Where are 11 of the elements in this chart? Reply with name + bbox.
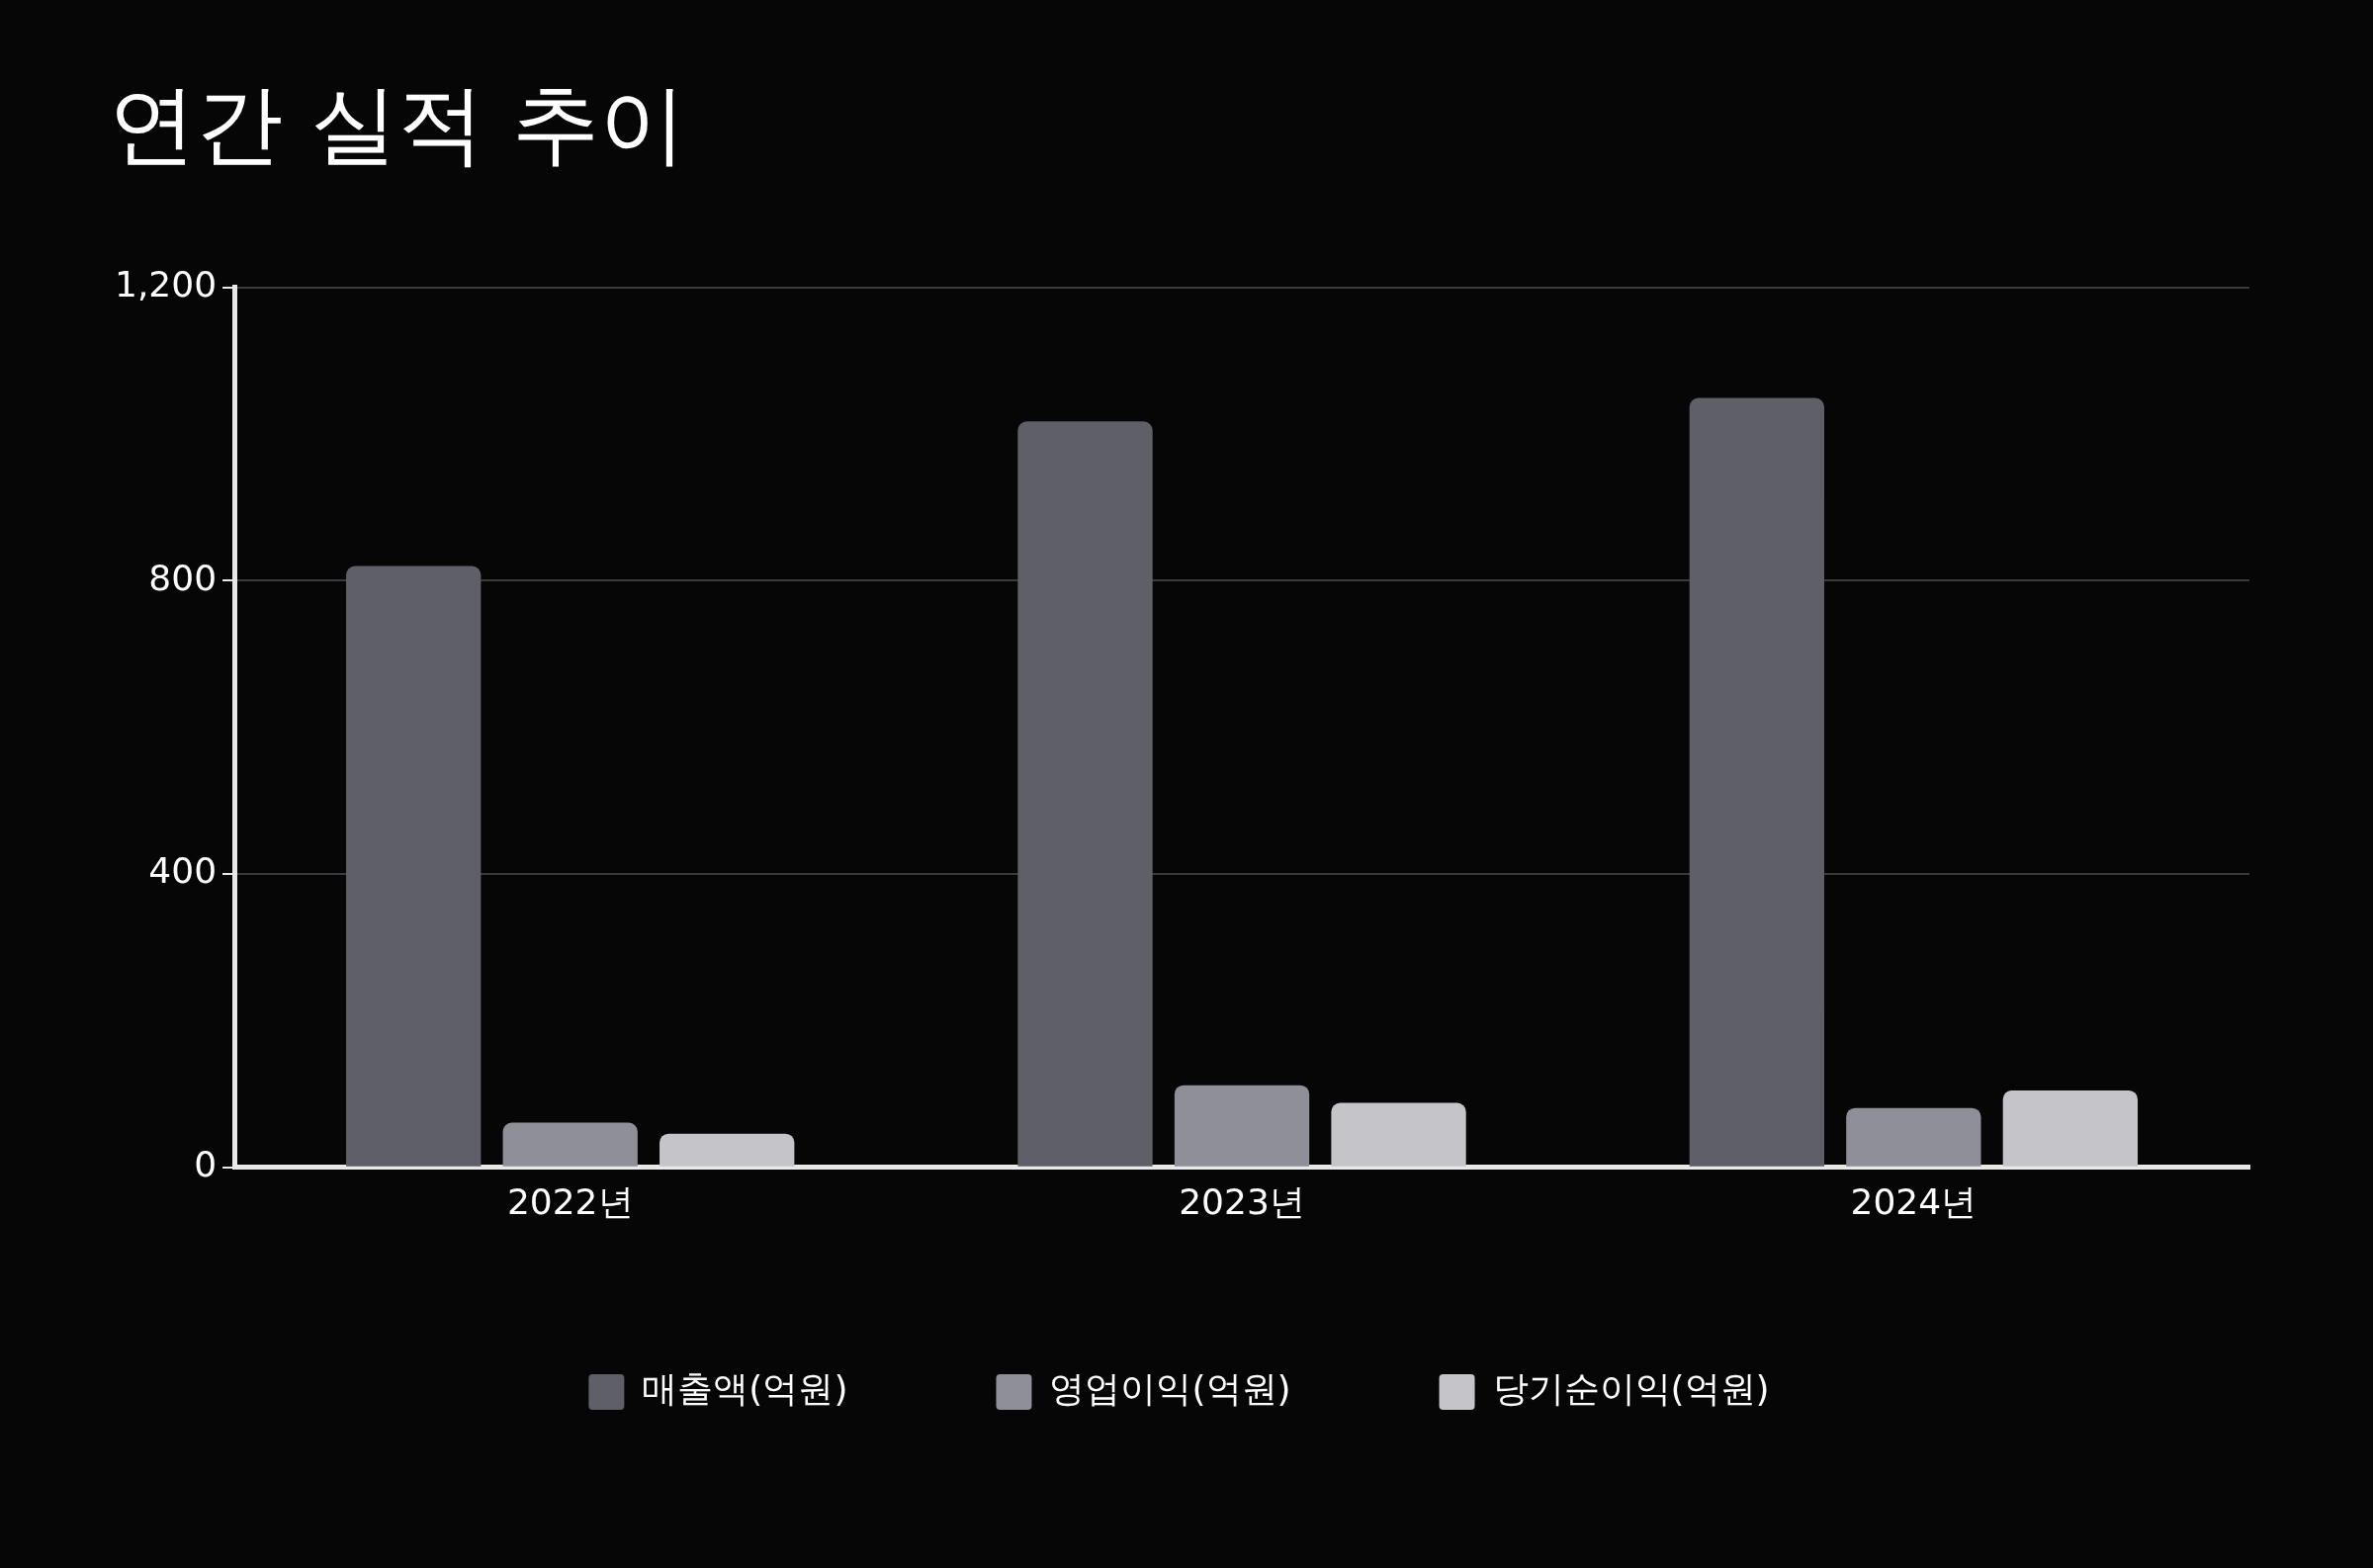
y-tick-label: 800 [148,557,218,598]
chart-title: 연간 실적 추이 [109,72,686,175]
y-tick-label: 1,200 [115,263,218,305]
x-tick-label: 2024년 [1850,1180,1978,1222]
legend-label: 당기순이익(억원) [1492,1368,1770,1410]
y-tick-label: 400 [148,850,218,892]
legend-label: 매출액(억원) [642,1368,848,1410]
y-tick-label: 0 [194,1144,218,1185]
legend-label: 영업이익(억원) [1049,1368,1291,1410]
x-tick-label: 2022년 [506,1180,634,1222]
x-tick-label: 2023년 [1179,1180,1305,1222]
